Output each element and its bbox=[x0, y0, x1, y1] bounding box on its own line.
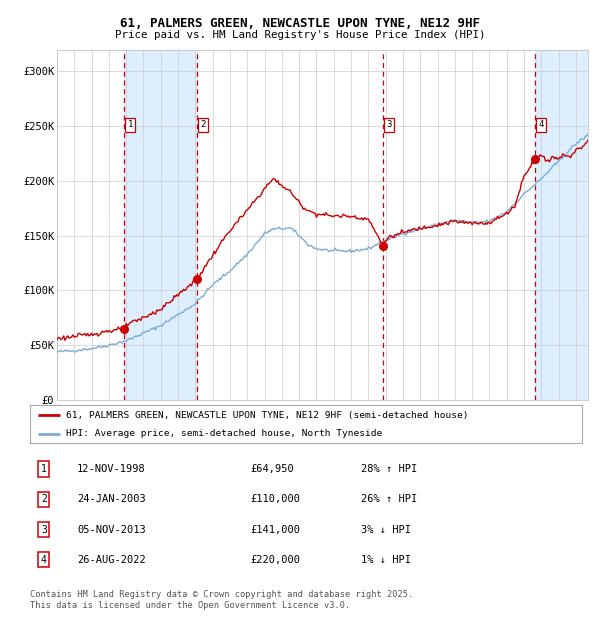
Text: 61, PALMERS GREEN, NEWCASTLE UPON TYNE, NE12 9HF: 61, PALMERS GREEN, NEWCASTLE UPON TYNE, … bbox=[120, 17, 480, 30]
Text: 26-AUG-2022: 26-AUG-2022 bbox=[77, 555, 146, 565]
Text: £64,950: £64,950 bbox=[251, 464, 295, 474]
Text: 2: 2 bbox=[200, 120, 205, 130]
Text: 4: 4 bbox=[41, 555, 47, 565]
Text: 28% ↑ HPI: 28% ↑ HPI bbox=[361, 464, 418, 474]
Text: 26% ↑ HPI: 26% ↑ HPI bbox=[361, 494, 418, 504]
Text: 61, PALMERS GREEN, NEWCASTLE UPON TYNE, NE12 9HF (semi-detached house): 61, PALMERS GREEN, NEWCASTLE UPON TYNE, … bbox=[66, 410, 469, 420]
Text: £220,000: £220,000 bbox=[251, 555, 301, 565]
Bar bbox=[124, 50, 197, 400]
Text: £110,000: £110,000 bbox=[251, 494, 301, 504]
Text: 1% ↓ HPI: 1% ↓ HPI bbox=[361, 555, 411, 565]
Text: 12-NOV-1998: 12-NOV-1998 bbox=[77, 464, 146, 474]
Text: HPI: Average price, semi-detached house, North Tyneside: HPI: Average price, semi-detached house,… bbox=[66, 429, 382, 438]
Text: Price paid vs. HM Land Registry's House Price Index (HPI): Price paid vs. HM Land Registry's House … bbox=[115, 30, 485, 40]
Text: £141,000: £141,000 bbox=[251, 525, 301, 534]
Text: 1: 1 bbox=[127, 120, 133, 130]
Text: 1: 1 bbox=[41, 464, 47, 474]
Bar bbox=[535, 50, 588, 400]
Text: 05-NOV-2013: 05-NOV-2013 bbox=[77, 525, 146, 534]
Text: 3% ↓ HPI: 3% ↓ HPI bbox=[361, 525, 411, 534]
Text: 2: 2 bbox=[41, 494, 47, 504]
Text: Contains HM Land Registry data © Crown copyright and database right 2025.
This d: Contains HM Land Registry data © Crown c… bbox=[30, 590, 413, 609]
Text: 3: 3 bbox=[41, 525, 47, 534]
Text: 3: 3 bbox=[386, 120, 392, 130]
Text: 4: 4 bbox=[539, 120, 544, 130]
Text: 24-JAN-2003: 24-JAN-2003 bbox=[77, 494, 146, 504]
